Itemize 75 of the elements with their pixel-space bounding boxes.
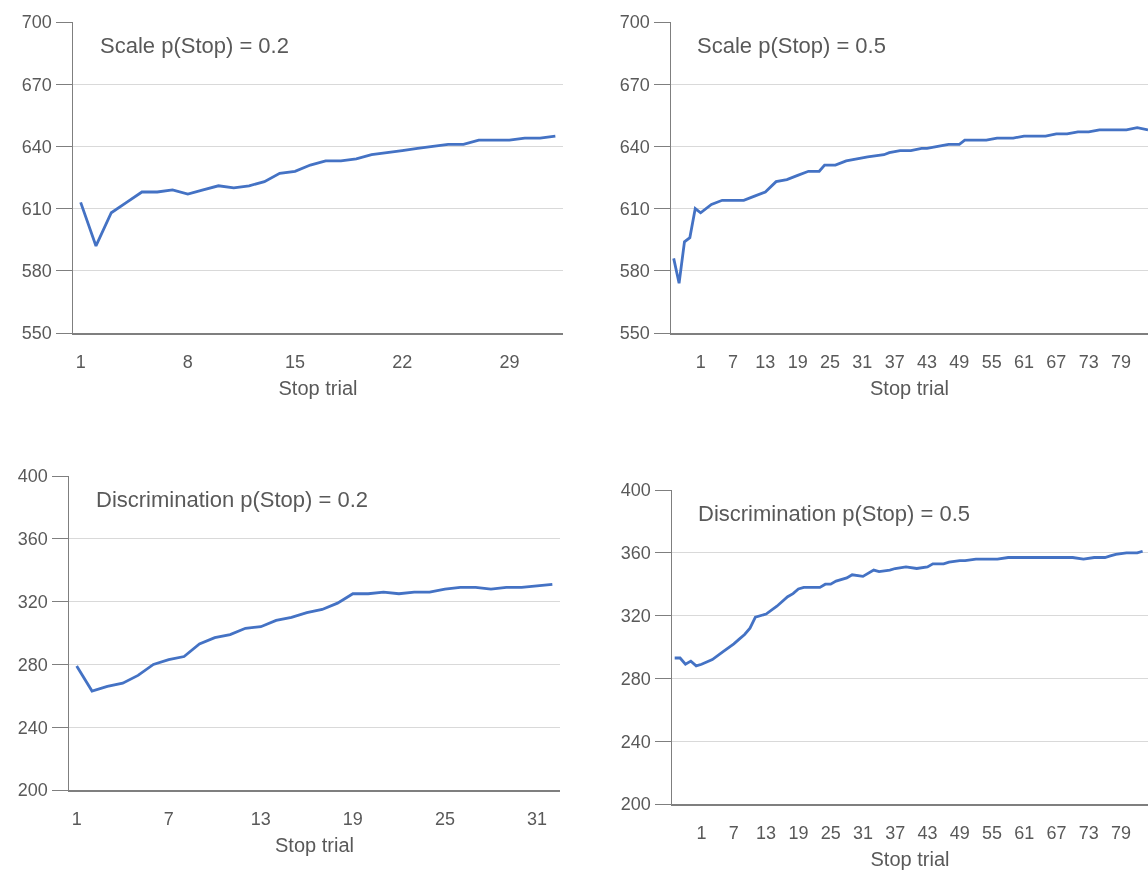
x-tick-label: 7 bbox=[728, 823, 739, 844]
x-tick-label: 67 bbox=[1046, 352, 1067, 373]
x-axis-title: Stop trial bbox=[278, 377, 358, 400]
x-tick-label: 19 bbox=[787, 352, 808, 373]
y-tick-label: 200 bbox=[620, 794, 651, 815]
x-tick-label: 19 bbox=[788, 823, 809, 844]
y-tick-label: 400 bbox=[17, 466, 48, 487]
y-tick-label: 640 bbox=[21, 136, 52, 157]
x-tick-label: 7 bbox=[727, 352, 738, 373]
y-tick-label: 360 bbox=[17, 529, 48, 550]
y-tick-label: 360 bbox=[620, 543, 651, 564]
y-tick-label: 610 bbox=[619, 198, 650, 219]
line-series bbox=[79, 134, 557, 248]
x-tick-label: 73 bbox=[1078, 352, 1099, 373]
x-tick-label: 1 bbox=[695, 352, 706, 373]
x-tick-label: 67 bbox=[1046, 823, 1067, 844]
x-tick-label: 55 bbox=[982, 823, 1003, 844]
x-tick-label: 13 bbox=[756, 823, 777, 844]
x-tick-label: 37 bbox=[884, 352, 905, 373]
x-tick-label: 1 bbox=[75, 352, 86, 373]
x-tick-label: 8 bbox=[182, 352, 193, 373]
x-tick-label: 79 bbox=[1111, 352, 1132, 373]
x-tick-label: 49 bbox=[949, 352, 970, 373]
x-tick-label: 79 bbox=[1111, 823, 1132, 844]
x-tick-label: 61 bbox=[1014, 352, 1035, 373]
text: Discrimination p(Stop) = 0.2 bbox=[96, 487, 369, 512]
y-tick-label: 280 bbox=[17, 654, 48, 675]
y-tick-label: 640 bbox=[619, 136, 650, 157]
line-series bbox=[673, 549, 1145, 668]
x-tick-label: 22 bbox=[392, 352, 413, 373]
x-tick-label: 37 bbox=[885, 823, 906, 844]
y-tick-label: 280 bbox=[620, 668, 651, 689]
x-tick-label: 1 bbox=[71, 809, 82, 830]
x-tick-label: 1 bbox=[696, 823, 707, 844]
y-tick-label: 580 bbox=[619, 261, 650, 282]
x-tick-label: 55 bbox=[981, 352, 1002, 373]
line-series bbox=[672, 126, 1148, 285]
y-tick-label: 700 bbox=[619, 12, 650, 33]
x-tick-label: 25 bbox=[819, 352, 841, 373]
x-tick-label: 49 bbox=[949, 823, 970, 844]
y-tick-label: 240 bbox=[17, 717, 48, 738]
y-tick-label: 400 bbox=[620, 480, 651, 501]
x-tick-label: 43 bbox=[917, 823, 938, 844]
x-tick-label: 15 bbox=[285, 352, 306, 373]
x-tick-label: 73 bbox=[1078, 823, 1099, 844]
y-tick-label: 320 bbox=[620, 605, 651, 626]
x-tick-label: 31 bbox=[852, 823, 873, 844]
y-tick-label: 670 bbox=[619, 74, 650, 95]
x-tick-label: 7 bbox=[163, 809, 174, 830]
x-tick-label: 25 bbox=[820, 823, 841, 844]
x-tick-label: 61 bbox=[1014, 823, 1035, 844]
x-tick-label: 19 bbox=[342, 809, 363, 830]
text: Discrimination p(Stop) = 0.5 bbox=[698, 501, 971, 526]
y-tick-label: 670 bbox=[21, 74, 52, 95]
x-tick-label: 25 bbox=[434, 809, 455, 830]
y-tick-label: 550 bbox=[619, 323, 650, 344]
y-tick-label: 200 bbox=[17, 780, 48, 801]
x-tick-label: 43 bbox=[917, 352, 938, 373]
y-tick-label: 580 bbox=[21, 261, 52, 282]
x-tick-label: 31 bbox=[526, 809, 547, 830]
y-tick-label: 550 bbox=[21, 323, 52, 344]
x-tick-label: 13 bbox=[250, 809, 271, 830]
y-tick-label: 240 bbox=[620, 731, 651, 752]
x-axis-title: Stop trial bbox=[870, 377, 949, 400]
x-tick-label: 13 bbox=[755, 352, 776, 373]
x-axis-title: Stop trial bbox=[870, 848, 950, 871]
text: Scale p(Stop) = 0.5 bbox=[697, 33, 886, 58]
line-series bbox=[75, 582, 554, 693]
y-tick-label: 320 bbox=[17, 591, 48, 612]
y-tick-label: 700 bbox=[21, 12, 52, 33]
y-tick-label: 610 bbox=[21, 198, 52, 219]
x-axis-title: Stop trial bbox=[275, 834, 354, 857]
x-tick-label: 29 bbox=[499, 352, 520, 373]
x-tick-label: 31 bbox=[852, 352, 873, 373]
text: Scale p(Stop) = 0.2 bbox=[100, 33, 289, 58]
